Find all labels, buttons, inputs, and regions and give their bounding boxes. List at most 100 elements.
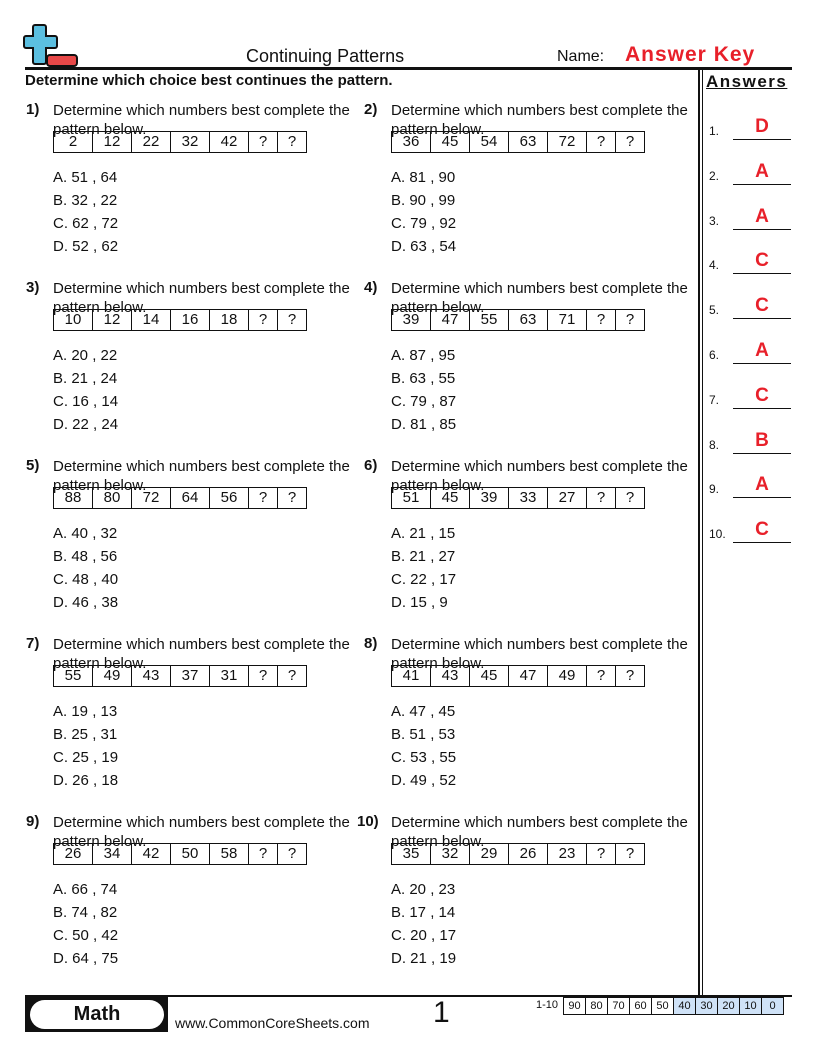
website-url: www.CommonCoreSheets.com [175, 1015, 370, 1031]
pattern-cell: 49 [547, 666, 586, 686]
pattern-cell: ? [615, 488, 644, 508]
pattern-cell: ? [248, 132, 277, 152]
answer-option: D. 64 , 75 [53, 950, 119, 967]
answer-option: B. 25 , 31 [53, 726, 118, 743]
name-label: Name: [557, 48, 605, 65]
subject-label: Math [30, 1000, 164, 1029]
pattern-cell: 18 [209, 310, 248, 330]
answer-option: C. 16 , 14 [53, 393, 119, 410]
score-table: 1-10 90 80 70 60 50 40 30 20 10 0 [533, 997, 785, 1015]
pattern-cell: 36 [402, 133, 420, 150]
answer-number: 10. [709, 527, 726, 542]
answer-option: B. 32 , 22 [53, 192, 118, 209]
question-text: Determine which numbers best complete th… [53, 280, 350, 316]
answer-option: B. 90 , 99 [391, 192, 456, 209]
pattern-cell: 43 [131, 666, 170, 686]
pattern-box: 39 47 55 63 71?? [391, 309, 645, 331]
answer-line [733, 139, 791, 140]
answer-option: A. 47 , 45 [391, 703, 456, 720]
answers-heading: Answers [706, 72, 788, 91]
answer-option: D. 81 , 85 [391, 416, 457, 433]
answer-line [733, 452, 791, 454]
pattern-cell: 50 [170, 844, 209, 864]
answer-option: C. 62 , 72 [53, 215, 119, 232]
answer-row: 6. A [709, 334, 793, 364]
answer-number: 7. [709, 392, 720, 407]
answer-option: B. 21 , 27 [391, 548, 456, 565]
pattern-cell: ? [248, 844, 277, 864]
pattern-cell: 33 [508, 488, 547, 508]
pattern-cell: 41 [402, 667, 420, 684]
score-cell: 20 [718, 997, 741, 1015]
pattern-cell: ? [615, 844, 644, 864]
answer-option: D. 15 , 9 [391, 594, 448, 611]
question-number: 10) [357, 813, 379, 830]
pattern-box: 88 80 72 64 56?? [53, 487, 307, 509]
pattern-cell: 37 [170, 666, 209, 686]
pattern-cell: 16 [170, 310, 209, 330]
answer-number: 1. [709, 124, 720, 138]
pattern-cell: ? [615, 310, 644, 330]
question-number: 6) [364, 457, 378, 474]
question-number: 8) [364, 635, 378, 652]
pattern-cell: 10 [64, 311, 82, 328]
question-text: Determine which numbers best complete th… [53, 814, 350, 850]
pattern-cell: ? [248, 488, 277, 508]
answer-option: A. 66 , 74 [53, 881, 118, 898]
answer-number: 9. [709, 482, 720, 497]
pattern-box: 55 49 43 37 31?? [53, 665, 307, 687]
answer-option: A. 81 , 90 [391, 169, 456, 186]
question-text: Determine which numbers best complete th… [53, 458, 350, 494]
answer-value: B [755, 429, 769, 451]
answer-line [733, 407, 791, 409]
pattern-cell: 26 [64, 845, 82, 862]
answer-option: A. 19 , 13 [53, 703, 118, 720]
question-text: Determine which numbers best complete th… [53, 636, 350, 672]
answer-number: 4. [709, 258, 720, 273]
pattern-box: 51 45 39 33 27?? [391, 487, 645, 509]
pattern-cell: ? [615, 666, 644, 686]
pattern-cell: 71 [547, 310, 586, 330]
pattern-cell: 12 [92, 132, 131, 152]
pattern-cell: 55 [64, 667, 82, 684]
answer-option: B. 21 , 24 [53, 370, 118, 387]
question-text: Determine which numbers best complete th… [391, 636, 688, 672]
pattern-cell: ? [586, 310, 615, 330]
answer-number: 3. [709, 213, 720, 228]
answer-value: C [755, 384, 769, 406]
answer-option: B. 17 , 14 [391, 904, 456, 921]
pattern-cell: 14 [131, 310, 170, 330]
pattern-cell: ? [248, 310, 277, 330]
answer-option: C. 79 , 92 [391, 215, 457, 232]
pattern-cell: 39 [469, 488, 508, 508]
score-cell: 80 [586, 997, 609, 1015]
answer-value: D [755, 116, 769, 137]
score-cell: 90 [563, 997, 587, 1015]
answer-option: A. 21 , 15 [391, 525, 456, 542]
answer-line [733, 183, 791, 185]
answer-number: 8. [709, 437, 720, 452]
answer-line [733, 542, 791, 544]
plus-minus-logo-icon [23, 24, 78, 67]
pattern-cell: 27 [547, 488, 586, 508]
answer-row: 8. B [709, 424, 793, 454]
answer-line [733, 318, 791, 320]
pattern-box: 26 34 42 50 58?? [53, 843, 307, 865]
pattern-cell: 47 [508, 666, 547, 686]
answer-number: 5. [709, 303, 720, 318]
pattern-box: 10 12 14 16 18?? [53, 309, 307, 331]
pattern-cell: 45 [430, 488, 469, 508]
pattern-box: 41 43 45 47 49?? [391, 665, 645, 687]
name-value: Answer Key [625, 43, 756, 66]
answer-row: 1. D [709, 110, 793, 140]
answer-row: 5. C [709, 289, 793, 320]
answer-value: C [755, 295, 769, 317]
answer-option: A. 87 , 95 [391, 347, 456, 364]
answer-option: C. 48 , 40 [53, 571, 119, 588]
question-text: Determine which numbers best complete th… [53, 102, 350, 138]
answer-option: D. 26 , 18 [53, 772, 119, 789]
pattern-cell: 64 [170, 488, 209, 508]
pattern-cell: 35 [402, 845, 420, 862]
question-text: Determine which numbers best complete th… [391, 814, 688, 850]
question-number: 5) [26, 457, 40, 474]
